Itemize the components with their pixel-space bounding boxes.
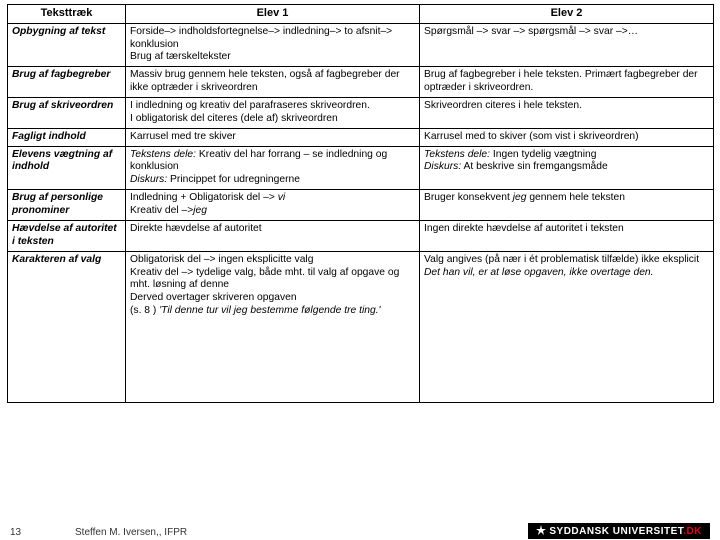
cell-elev2: Tekstens dele: Ingen tydelig vægtningDis… [420,146,714,190]
row-label: Karakteren af valg [8,251,126,402]
table-row: Brug af fagbegreberMassiv brug gennem he… [8,67,714,98]
cell-elev1: Obligatorisk del –> ingen eksplicitte va… [126,251,420,402]
cell-elev1: Karrusel med tre skiver [126,128,420,146]
comparison-table: Teksttræk Elev 1 Elev 2 Opbygning af tek… [7,4,714,403]
table-row: Fagligt indholdKarrusel med tre skiverKa… [8,128,714,146]
row-label: Brug af fagbegreber [8,67,126,98]
table-row: Brug af skriveordrenI indledning og krea… [8,98,714,129]
cell-elev1: Forside–> indholdsfortegnelse–> indledni… [126,23,420,67]
row-label: Brug af skriveordren [8,98,126,129]
university-logo: SYDDANSK UNIVERSITET.DK [528,523,710,539]
cell-elev2: Valg angives (på nær i ét problematisk t… [420,251,714,402]
col-header-elev1: Elev 1 [126,5,420,24]
cell-elev1: Tekstens dele: Kreativ del har forrang –… [126,146,420,190]
slide-footer: 13 Steffen M. Iversen,, IFPR SYDDANSK UN… [0,518,720,540]
table-row: Karakteren af valgObligatorisk del –> in… [8,251,714,402]
cell-elev2: Ingen direkte hævdelse af autoritet i te… [420,220,714,251]
cell-elev2: Spørgsmål –> svar –> spørgsmål –> svar –… [420,23,714,67]
cell-elev1: Indledning + Obligatorisk del –> viKreat… [126,190,420,221]
cell-elev1: Massiv brug gennem hele teksten, også af… [126,67,420,98]
col-header-traits: Teksttræk [8,5,126,24]
cell-elev2: Skriveordren citeres i hele teksten. [420,98,714,129]
cell-elev2: Bruger konsekvent jeg gennem hele tekste… [420,190,714,221]
author-label: Steffen M. Iversen,, IFPR [75,527,187,538]
cell-elev2: Brug af fagbegreber i hele teksten. Prim… [420,67,714,98]
page-number: 13 [10,527,21,538]
row-label: Fagligt indhold [8,128,126,146]
table-row: Hævdelse af autoritet i tekstenDirekte h… [8,220,714,251]
row-label: Opbygning af tekst [8,23,126,67]
table-header-row: Teksttræk Elev 1 Elev 2 [8,5,714,24]
table-row: Elevens vægtning af indholdTekstens dele… [8,146,714,190]
cell-elev1: Direkte hævdelse af autoritet [126,220,420,251]
table-row: Opbygning af tekstForside–> indholdsfort… [8,23,714,67]
cell-elev2: Karrusel med to skiver (som vist i skriv… [420,128,714,146]
row-label: Elevens vægtning af indhold [8,146,126,190]
table-row: Brug af personlige pronominerIndledning … [8,190,714,221]
col-header-elev2: Elev 2 [420,5,714,24]
row-label: Brug af personlige pronominer [8,190,126,221]
row-label: Hævdelse af autoritet i teksten [8,220,126,251]
cell-elev1: I indledning og kreativ del parafraseres… [126,98,420,129]
